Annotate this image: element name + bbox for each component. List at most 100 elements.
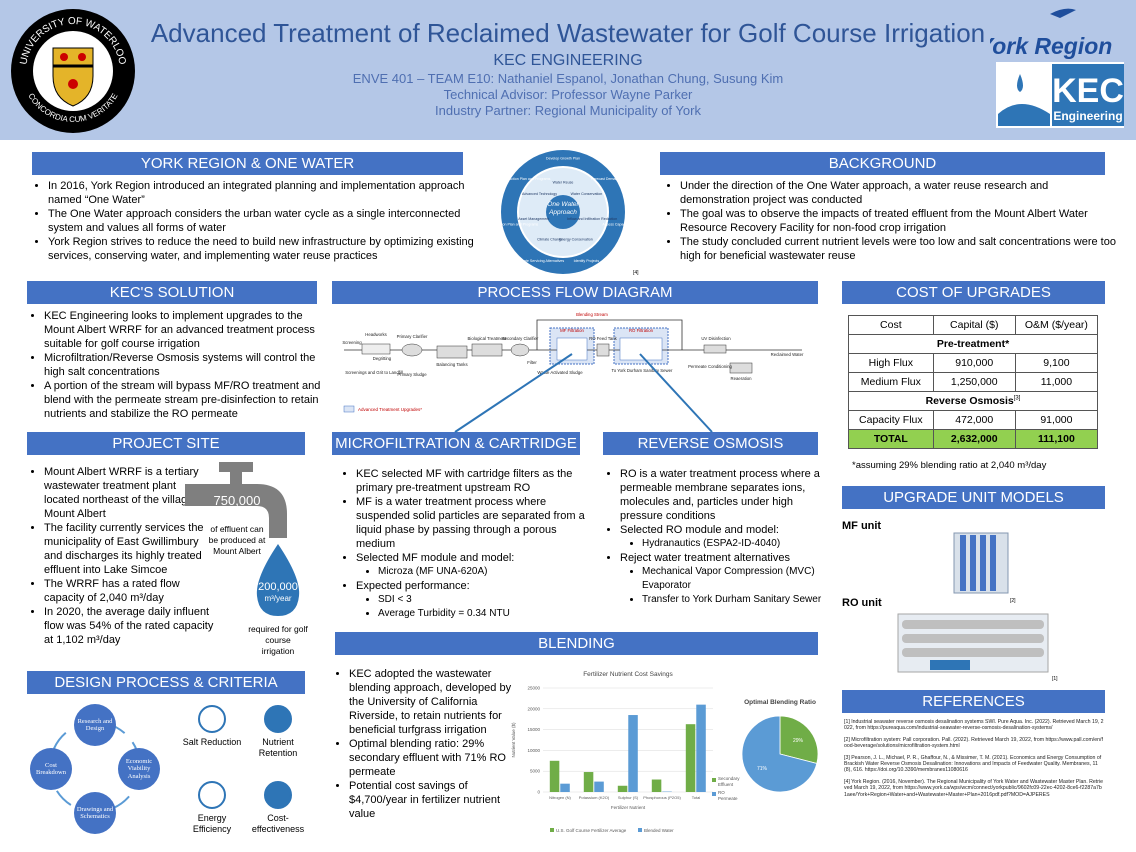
water-drop: [256, 544, 300, 616]
bullet: Transfer to York Durham Sanitary Sewer: [642, 593, 832, 607]
legend-label: Blended Water: [644, 828, 674, 833]
wheel-center: [546, 195, 580, 229]
bullet-text: Selected MF module and model:: [356, 552, 515, 564]
criteria-box: Energy Efficiency: [193, 813, 231, 834]
mf-module: [990, 535, 996, 591]
bullet-text: Reject water treatment alternatives: [620, 552, 790, 564]
y-tick-label: 20000: [527, 706, 540, 711]
cost-table: Cost Capital ($) O&M ($/year) Pre-treatm…: [848, 315, 1099, 449]
section-heading: REFERENCES: [842, 690, 1105, 713]
ro-pump: [930, 660, 970, 670]
legend-swatch: [550, 828, 554, 832]
table-header: Cost Capital ($) O&M ($/year): [848, 315, 1099, 335]
section-heading: PROJECT SITE: [27, 432, 305, 455]
wheel-label: Climate Change: [537, 238, 563, 242]
wheel-label: Advanced Technology: [522, 192, 557, 196]
table-cell: 111,100: [1014, 429, 1099, 449]
criteria-label: Nutrient Retention: [258, 737, 298, 758]
produced-amount: 750,000: [214, 493, 261, 508]
legend-swatch: [343, 405, 355, 413]
table-section: Reverse Osmosis[3]: [848, 391, 1098, 411]
partner-logos: York Region KEC Engineering: [990, 8, 1124, 128]
required-note: required for golf course irrigation: [248, 624, 308, 656]
cycle-box: Drawings and Schematics: [77, 806, 113, 821]
clarifier: [510, 343, 530, 357]
table-cell: 9,100: [1014, 353, 1099, 373]
bar: [560, 783, 570, 792]
bullet: MF is a water treatment process where su…: [356, 495, 594, 551]
bullet: Average Turbidity = 0.34 NTU: [378, 607, 594, 621]
kec-drop: [1017, 74, 1023, 92]
pfd-label: Balancing Tanks: [436, 362, 467, 367]
unit-label: RO unit: [842, 597, 882, 609]
bullet: Optimal blending ratio: 29% secondary ef…: [349, 737, 521, 779]
y-tick-label: 15000: [527, 727, 540, 732]
legend-label: RO Permeate: [718, 790, 738, 801]
partner: Industry Partner: Regional Municipality …: [435, 103, 701, 118]
table-section: Pre-treatment*: [848, 334, 1098, 354]
wheel-label: Implement Action Plan and Programs: [495, 177, 551, 181]
pfd-label: Reaeration: [730, 376, 752, 381]
bullet: KEC selected MF with cartridge filters a…: [356, 467, 594, 495]
x-tick-label: Total: [692, 795, 701, 800]
x-tick-label: Sulphur (S): [618, 795, 639, 800]
pfd-label: RO Feed Tank: [589, 336, 617, 341]
pfd-label: Waste Activated Sludge: [537, 370, 583, 375]
wheel-label: Identify Projects: [574, 259, 600, 263]
unit-label: MF unit: [842, 520, 882, 532]
legend-label: Secondary Effluent: [718, 776, 740, 787]
cycle-step: [74, 792, 116, 834]
bar: [594, 781, 604, 792]
pfd-label: Screenings and Grit to Landfill: [345, 370, 403, 375]
cycle-box: Research and Design: [78, 718, 113, 733]
tank: [471, 343, 503, 357]
cost-note: *assuming 29% blending ratio at 2,040 m³…: [852, 460, 1047, 471]
cycle-step: [30, 748, 72, 790]
bullet-list: Under the direction of the One Water app…: [664, 179, 1120, 263]
pie-slice: [741, 715, 818, 793]
section-heading: COST OF UPGRADES: [842, 281, 1105, 304]
criteria-icon: [198, 781, 226, 809]
ro-vessel: [902, 620, 1044, 629]
bullet-text: Selected RO module and model:: [620, 524, 779, 536]
references: [1] Industrial seawater reverse osmosis …: [844, 719, 1104, 803]
bird: [1050, 8, 1076, 18]
pfd-label: MF Filtration: [560, 328, 584, 333]
poster-title: Advanced Treatment of Reclaimed Wastewat…: [150, 18, 986, 48]
wheel-label: Develop Action Plan and Programs: [495, 223, 538, 227]
produced-note: of effluent can be produced at Mount Alb…: [208, 524, 266, 556]
produced-unit: m³/year: [223, 511, 250, 520]
bullet: SDI < 3: [378, 593, 594, 607]
uv-unit: [703, 344, 727, 354]
section-heading: PROCESS FLOW DIAGRAM: [332, 281, 818, 304]
ro-unit: [619, 337, 663, 361]
blending-line: [536, 319, 683, 350]
lion: [60, 53, 68, 61]
table-cell: 11,000: [1014, 372, 1099, 392]
section-heading: BLENDING: [335, 632, 818, 655]
mf-unit: [556, 337, 588, 361]
criteria-label: Cost-effectiveness: [251, 813, 305, 834]
ro-vessel: [902, 634, 1044, 643]
legend-swatch: [638, 828, 642, 832]
shield: [52, 47, 94, 107]
bullet: The study concluded current nutrient lev…: [680, 235, 1120, 263]
bar: [583, 772, 594, 792]
y-axis-title: Nutrient Value ($): [511, 722, 516, 757]
reference: [3] Pearson, J. L., Michael, P. R., Ghaf…: [844, 754, 1102, 774]
sub-list: SDI < 3Average Turbidity = 0.34 NTU: [356, 593, 594, 621]
uw-logo: UNIVERSITY OF WATERLOO CONCORDIA CUM VER…: [11, 9, 135, 133]
tank: [436, 345, 468, 359]
pfd-label: Blending Stream: [576, 312, 608, 317]
table-cell: TOTAL: [848, 429, 934, 449]
bullet: Mount Albert WRRF is a tertiary wastewat…: [44, 465, 214, 521]
section-label: Reverse Osmosis: [925, 395, 1014, 407]
wheel-center-label: One Water Approach: [547, 201, 579, 216]
bullet-list: KEC selected MF with cartridge filters a…: [340, 467, 594, 621]
lion: [68, 79, 78, 89]
one-water-wheel: One Water Approach [4] Water Reuse Water …: [495, 150, 639, 276]
york-logo: York Region: [990, 33, 1112, 59]
table-cell: O&M ($/year): [1014, 315, 1099, 335]
pfd-label: Headworks: [365, 332, 387, 337]
wheel-center-box: One Water Approach: [547, 201, 579, 216]
